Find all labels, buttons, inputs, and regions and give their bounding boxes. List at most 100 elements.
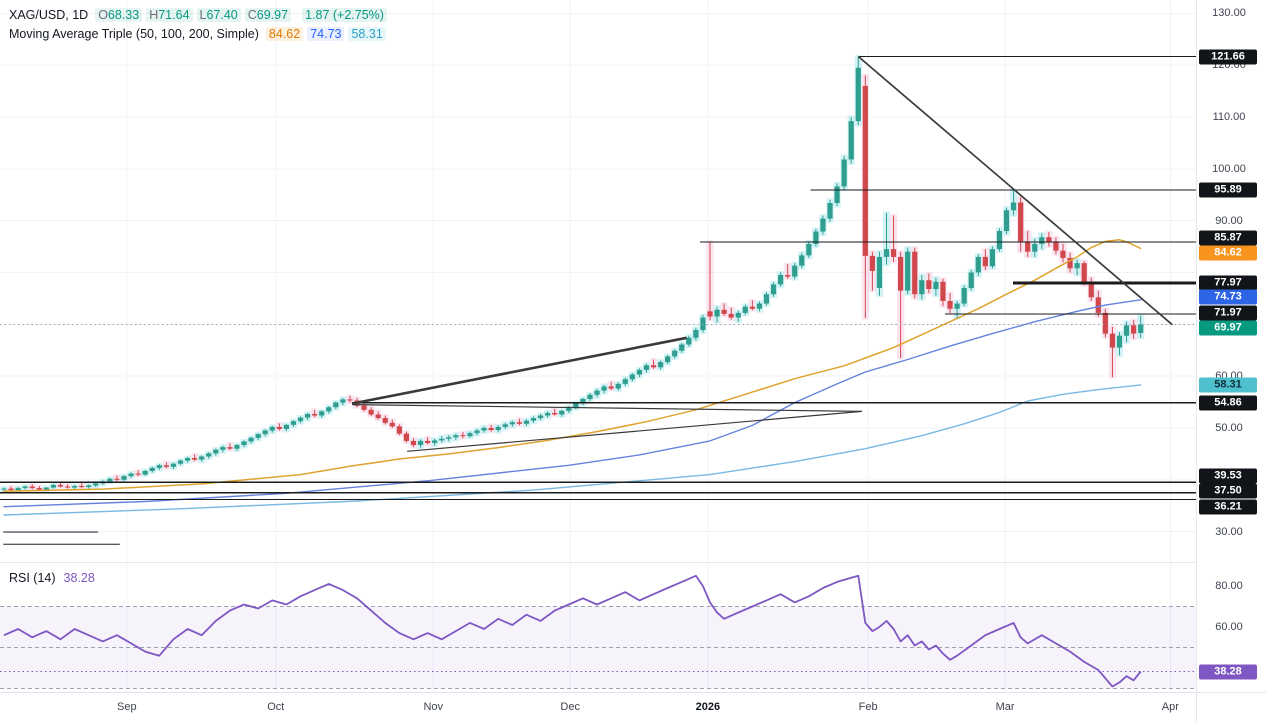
candle[interactable] (1081, 261, 1087, 286)
candle[interactable] (834, 183, 840, 207)
candle[interactable] (1067, 252, 1073, 273)
candle[interactable] (905, 247, 911, 295)
candle[interactable] (290, 420, 297, 427)
candle[interactable] (686, 335, 692, 347)
candle[interactable] (650, 359, 657, 369)
candle[interactable] (679, 342, 685, 353)
candle[interactable] (432, 438, 438, 446)
candle[interactable] (545, 411, 551, 418)
candle[interactable] (841, 155, 847, 190)
candlestick-series[interactable] (1, 56, 1144, 492)
candle[interactable] (537, 413, 544, 421)
candle[interactable] (319, 410, 325, 418)
candle[interactable] (601, 384, 607, 394)
ma-legend-row[interactable]: Moving Average Triple (50, 100, 200, Sim… (9, 24, 390, 43)
candle[interactable] (1046, 232, 1052, 247)
candle[interactable] (403, 431, 410, 443)
candle[interactable] (304, 412, 311, 421)
candle[interactable] (792, 263, 798, 280)
candle[interactable] (417, 439, 424, 448)
candle[interactable] (199, 455, 205, 462)
candle[interactable] (848, 116, 854, 164)
candle[interactable] (749, 300, 755, 311)
candle[interactable] (530, 416, 537, 423)
candle[interactable] (594, 389, 600, 398)
candle[interactable] (1018, 197, 1024, 252)
candle[interactable] (340, 397, 346, 406)
pane-divider[interactable] (0, 562, 1196, 563)
candle[interactable] (1088, 277, 1094, 301)
candle[interactable] (700, 314, 706, 333)
candle[interactable] (883, 212, 890, 265)
candle[interactable] (657, 360, 664, 370)
candle[interactable] (820, 215, 826, 235)
candle[interactable] (142, 469, 148, 476)
candle[interactable] (29, 484, 35, 490)
candle[interactable] (523, 419, 530, 426)
candle[interactable] (721, 303, 727, 316)
candle[interactable] (467, 431, 473, 438)
candle[interactable] (474, 428, 480, 436)
candle[interactable] (1109, 326, 1116, 378)
candle[interactable] (410, 438, 417, 448)
candle[interactable] (735, 310, 741, 322)
rsi-pane[interactable] (0, 574, 1196, 689)
candle[interactable] (460, 432, 466, 439)
candle[interactable] (495, 425, 501, 433)
candle[interactable] (1074, 259, 1080, 276)
candle[interactable] (163, 462, 169, 469)
candle[interactable] (57, 482, 64, 488)
candle[interactable] (297, 416, 304, 424)
candle[interactable] (806, 241, 812, 258)
candle[interactable] (559, 409, 565, 417)
candle[interactable] (608, 381, 614, 391)
candle[interactable] (926, 273, 932, 294)
candle[interactable] (227, 443, 233, 451)
candle[interactable] (502, 422, 508, 429)
candle[interactable] (8, 486, 14, 491)
candle[interactable] (869, 251, 875, 291)
candle[interactable] (128, 472, 134, 478)
candle[interactable] (1010, 190, 1017, 216)
trendlines[interactable] (3, 55, 1173, 545)
candle[interactable] (220, 445, 226, 453)
candle[interactable] (22, 485, 28, 490)
candle[interactable] (396, 424, 402, 436)
candle[interactable] (1060, 243, 1066, 263)
candle[interactable] (785, 264, 791, 279)
candle[interactable] (919, 275, 925, 300)
candle[interactable] (756, 301, 763, 312)
candle[interactable] (615, 382, 621, 391)
candle[interactable] (975, 254, 981, 277)
candle[interactable] (933, 277, 939, 296)
candle[interactable] (862, 75, 868, 319)
candle[interactable] (64, 484, 71, 489)
candle[interactable] (996, 228, 1003, 252)
candle[interactable] (947, 293, 953, 313)
candle[interactable] (1116, 332, 1123, 356)
candle[interactable] (269, 425, 275, 433)
candle[interactable] (192, 454, 198, 462)
candle[interactable] (509, 420, 515, 427)
candle[interactable] (368, 407, 374, 417)
candle[interactable] (206, 452, 212, 459)
candle[interactable] (636, 368, 642, 378)
candle[interactable] (968, 269, 974, 291)
candle[interactable] (79, 483, 85, 489)
candle[interactable] (961, 285, 967, 307)
candle[interactable] (552, 408, 558, 416)
candle[interactable] (453, 433, 459, 440)
candle[interactable] (86, 484, 92, 489)
candle[interactable] (283, 423, 289, 432)
candle[interactable] (262, 429, 268, 437)
candle[interactable] (1039, 233, 1045, 250)
candle[interactable] (93, 482, 99, 488)
candle[interactable] (1102, 308, 1108, 338)
candle[interactable] (770, 282, 777, 297)
candle[interactable] (890, 215, 897, 263)
candle[interactable] (1131, 320, 1137, 339)
candle[interactable] (855, 56, 861, 126)
symbol-legend-row[interactable]: XAG/USD, 1D O68.33 H71.64 L67.40 C69.97 1.8… (9, 5, 390, 24)
candle[interactable] (50, 483, 57, 489)
